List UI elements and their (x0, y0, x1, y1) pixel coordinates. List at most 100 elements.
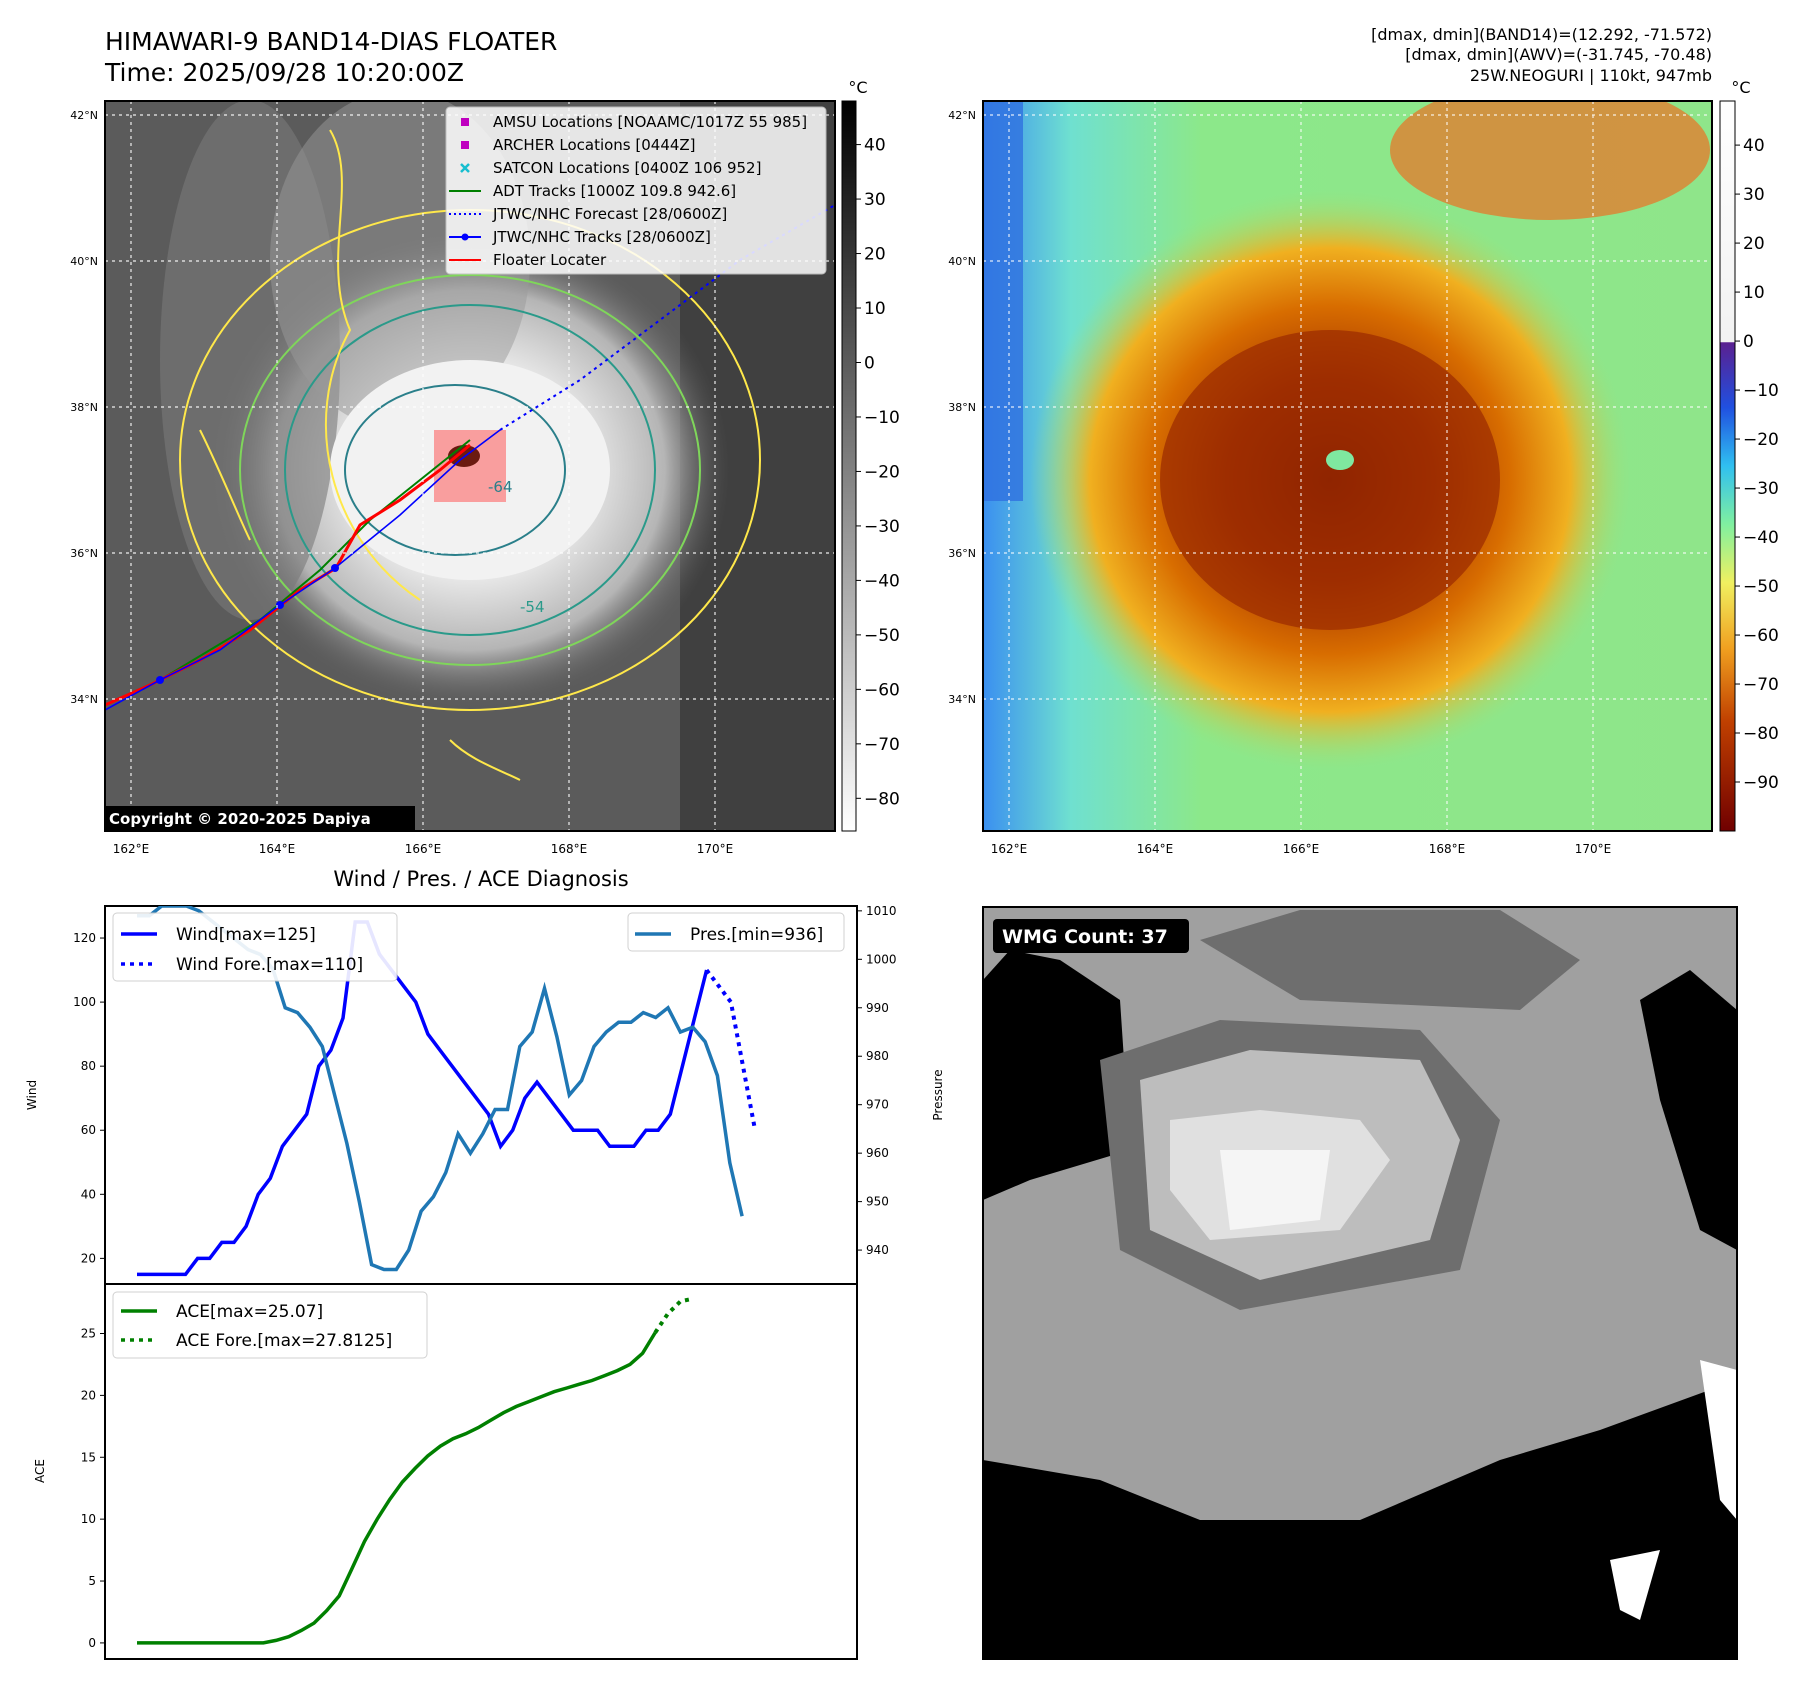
legend-label: Wind[max=125] (176, 925, 316, 945)
colorbar-tick-label: −50 (1743, 577, 1779, 597)
svg-text:166°E: 166°E (405, 842, 442, 856)
figure-title: HIMAWARI-9 BAND14-DIAS FLOATER (105, 27, 557, 56)
colorbar-tick-label: −30 (1743, 479, 1779, 499)
wind-tick-label: 80 (81, 1059, 96, 1073)
wv-lon-labels: 162°E 164°E 166°E 168°E 170°E (991, 842, 1612, 856)
svg-text:38°N: 38°N (948, 401, 976, 414)
svg-text:164°E: 164°E (1137, 842, 1174, 856)
contour-label-54: -54 (520, 598, 545, 616)
legend-label: AMSU Locations [NOAAMC/1017Z 55 985] (493, 113, 807, 131)
pressure-tick-label: 960 (866, 1146, 889, 1160)
svg-text:40°N: 40°N (948, 255, 976, 268)
colorbar-tick-label: −80 (864, 789, 900, 809)
wv-lat-labels: 42°N 40°N 38°N 36°N 34°N (948, 109, 976, 706)
legend-label: Wind Fore.[max=110] (176, 955, 363, 975)
svg-text:170°E: 170°E (1575, 842, 1612, 856)
info-band14: [dmax, dmin](BAND14)=(12.292, -71.572) (1371, 25, 1712, 44)
svg-text:42°N: 42°N (948, 109, 976, 122)
ace-series-line-1 (653, 1296, 694, 1334)
header: HIMAWARI-9 BAND14-DIAS FLOATER Time: 202… (104, 25, 1712, 87)
contour-label-64: -64 (488, 478, 513, 496)
pressure-tick-label: 990 (866, 1001, 889, 1015)
colorbar-tick-label: −30 (864, 517, 900, 537)
colorbar-tick-label: −20 (1743, 430, 1779, 450)
wv-colorbar: °C 40 30 20 10 0 −10 −20 −30 −40 −50 −60 −70 −80 −90 (1719, 78, 1779, 832)
wmg-panel: WMG Count: 37 (982, 906, 1738, 1660)
legend-marker-x (460, 163, 470, 173)
svg-text:42°N: 42°N (70, 109, 98, 122)
svg-text:38°N: 38°N (70, 401, 98, 414)
colorbar-tick-label: 20 (864, 245, 886, 265)
svg-text:168°E: 168°E (551, 842, 588, 856)
svg-text:168°E: 168°E (1429, 842, 1466, 856)
svg-text:°C: °C (1731, 78, 1750, 97)
ace-tick-label: 15 (81, 1450, 96, 1464)
colorbar-tick-label: 10 (1743, 283, 1765, 303)
wv-image (983, 101, 1712, 831)
ace-tick-label: 5 (88, 1574, 96, 1588)
colorbar-tick-label: 40 (864, 136, 886, 156)
legend-label: Floater Locater (493, 251, 607, 269)
svg-text:°C: °C (848, 78, 867, 97)
svg-text:34°N: 34°N (948, 693, 976, 706)
legend-marker-square (461, 118, 469, 126)
series-line-1 (705, 968, 758, 1131)
colorbar-tick-label: 30 (1743, 185, 1765, 205)
jtwc-track (105, 429, 501, 711)
diagnosis-title: Wind / Pres. / ACE Diagnosis (333, 867, 628, 891)
colorbar-tick-label: −10 (864, 408, 900, 428)
wmg-count: WMG Count: 37 (1002, 926, 1168, 948)
pressure-axis-label: Pressure (931, 1069, 945, 1120)
colorbar-tick-label: 0 (1743, 332, 1754, 352)
colorbar-tick-label: 10 (864, 299, 886, 319)
colorbar-tick-label: −70 (1743, 675, 1779, 695)
pressure-tick-label: 950 (866, 1195, 889, 1209)
colorbar-tick-label: −70 (864, 735, 900, 755)
ace-tick-label: 20 (81, 1388, 96, 1402)
legend-label: ACE Fore.[max=27.8125] (176, 1331, 392, 1351)
colorbar-tick-label: −50 (864, 626, 900, 646)
colorbar-tick-label: 20 (1743, 234, 1765, 254)
colorbar-tick-label: −90 (1743, 773, 1779, 793)
colorbar-tick-label: −10 (1743, 381, 1779, 401)
ir-lon-labels: 162°E 164°E 166°E 168°E 170°E (113, 842, 734, 856)
svg-text:166°E: 166°E (1283, 842, 1320, 856)
svg-text:34°N: 34°N (70, 693, 98, 706)
colorbar-tick-label: −40 (864, 571, 900, 591)
legend-label: SATCON Locations [0400Z 106 952] (493, 159, 761, 177)
series-line-0 (137, 920, 709, 1277)
info-storm: 25W.NEOGURI | 110kt, 947mb (1470, 66, 1712, 85)
ace-tick-label: 10 (81, 1512, 96, 1526)
ace-series-line-0 (137, 1331, 657, 1645)
legend-label: Pres.[min=936] (690, 925, 823, 945)
info-awv: [dmax, dmin](AWV)=(-31.745, -70.48) (1405, 45, 1712, 64)
ace-chart: 0 5 10 15 20 25 ACE ACE[max=25.07] ACE Fore.[m… (33, 1283, 858, 1660)
colorbar-tick-label: −60 (864, 680, 900, 700)
figure-time: Time: 2025/09/28 10:20:00Z (104, 58, 464, 87)
pressure-tick-label: 1000 (866, 952, 897, 966)
svg-text:40°N: 40°N (70, 255, 98, 268)
svg-text:36°N: 36°N (948, 547, 976, 560)
ace-tick-label: 0 (88, 1636, 96, 1650)
wind-tick-label: 20 (81, 1251, 96, 1265)
pressure-tick-label: 940 (866, 1243, 889, 1257)
wind-pressure-chart: 20 40 60 80 100 120 940 950 960 970 980 990 1000 1010… (25, 904, 945, 1285)
wind-tick-label: 100 (73, 995, 96, 1009)
svg-text:162°E: 162°E (991, 842, 1028, 856)
ir-colorbar: °C 40 30 20 10 0 −10 −20 −30 −40 −50 −60 −70 −80 (841, 78, 900, 832)
ace-tick-label: 25 (81, 1327, 96, 1341)
svg-text:170°E: 170°E (697, 842, 734, 856)
wind-axis-label: Wind (25, 1080, 39, 1110)
wv-frame (982, 100, 1713, 832)
legend-label: ADT Tracks [1000Z 109.8 942.6] (493, 182, 736, 200)
wind-tick-label: 60 (81, 1123, 96, 1137)
wind-tick-label: 120 (73, 931, 96, 945)
colorbar-tick-label: −80 (1743, 724, 1779, 744)
colorbar-tick-label: 40 (1743, 136, 1765, 156)
colorbar-tick-label: −60 (1743, 626, 1779, 646)
wv-panel: 42°N 40°N 38°N 36°N 34°N 162°E 164°E 166… (948, 78, 1779, 856)
ace-axis-label: ACE (33, 1459, 47, 1483)
pressure-tick-label: 1010 (866, 904, 897, 918)
ir-panel: -64 -54 AMSU Locations [NOAAMC/1017Z 55 … (70, 78, 900, 856)
